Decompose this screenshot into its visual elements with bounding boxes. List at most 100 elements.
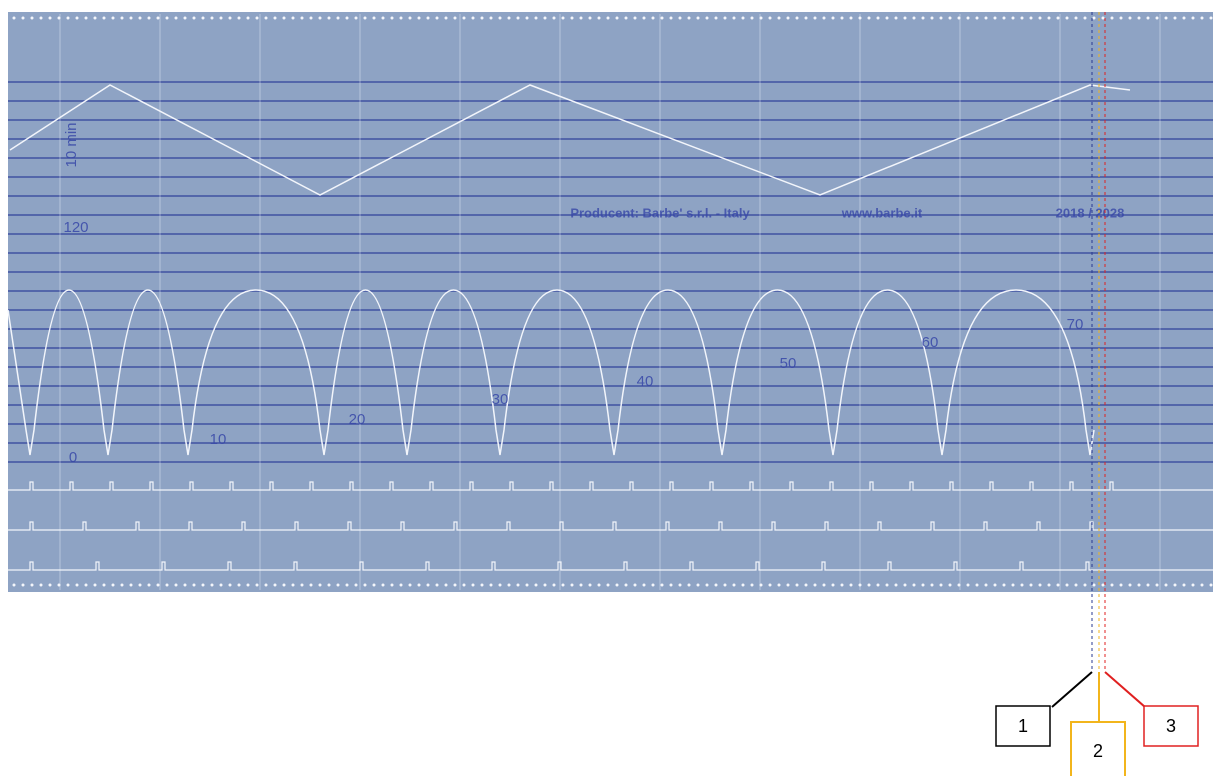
perforation bbox=[229, 17, 232, 20]
perforation bbox=[1039, 584, 1042, 587]
perforation bbox=[571, 584, 574, 587]
perforation bbox=[76, 584, 79, 587]
perforation bbox=[103, 584, 106, 587]
perforation bbox=[787, 17, 790, 20]
perforation bbox=[715, 584, 718, 587]
perforation bbox=[994, 17, 997, 20]
perforation bbox=[418, 17, 421, 20]
perforation bbox=[67, 17, 70, 20]
scale-zero: 0 bbox=[69, 449, 77, 466]
perforation bbox=[643, 584, 646, 587]
perforation bbox=[184, 17, 187, 20]
perforation bbox=[301, 17, 304, 20]
perforation bbox=[832, 17, 835, 20]
perforation bbox=[40, 584, 43, 587]
perforation bbox=[1003, 584, 1006, 587]
perforation bbox=[904, 17, 907, 20]
perforation bbox=[1210, 17, 1213, 20]
perforation bbox=[814, 584, 817, 587]
perforation bbox=[481, 17, 484, 20]
perforation bbox=[391, 17, 394, 20]
perforation bbox=[841, 17, 844, 20]
trace-mark: 60 bbox=[922, 334, 939, 351]
perforation bbox=[499, 584, 502, 587]
perforation bbox=[697, 584, 700, 587]
trace-mark: 10 bbox=[210, 431, 227, 448]
perforation bbox=[940, 17, 943, 20]
perforation bbox=[499, 17, 502, 20]
perforation bbox=[769, 17, 772, 20]
callout-label: 2 bbox=[1093, 741, 1103, 761]
perforation bbox=[373, 17, 376, 20]
connector-1 bbox=[1052, 672, 1092, 707]
perforation bbox=[616, 584, 619, 587]
perforation bbox=[247, 17, 250, 20]
producer: Producent: Barbe' s.r.l. - Italy bbox=[570, 205, 750, 220]
perforation bbox=[922, 584, 925, 587]
perforation bbox=[94, 17, 97, 20]
perforation bbox=[1174, 584, 1177, 587]
perforation bbox=[913, 17, 916, 20]
perforation bbox=[400, 584, 403, 587]
perforation bbox=[868, 584, 871, 587]
trace-mark: 70 bbox=[1067, 316, 1084, 333]
perforation bbox=[607, 17, 610, 20]
perforation bbox=[985, 17, 988, 20]
perforation bbox=[22, 584, 25, 587]
perforation bbox=[661, 584, 664, 587]
perforation bbox=[148, 17, 151, 20]
perforation bbox=[859, 17, 862, 20]
perforation bbox=[1165, 584, 1168, 587]
perforation bbox=[40, 17, 43, 20]
perforation bbox=[193, 17, 196, 20]
perforation bbox=[796, 584, 799, 587]
perforation bbox=[1156, 17, 1159, 20]
perforation bbox=[364, 584, 367, 587]
perforation bbox=[337, 584, 340, 587]
perforation bbox=[850, 584, 853, 587]
perforation bbox=[346, 584, 349, 587]
perforation bbox=[49, 584, 52, 587]
perforation bbox=[886, 584, 889, 587]
chart-paper bbox=[8, 12, 1213, 592]
perforation bbox=[553, 17, 556, 20]
perforation bbox=[382, 584, 385, 587]
perforation bbox=[967, 17, 970, 20]
perforation bbox=[679, 17, 682, 20]
perforation bbox=[337, 17, 340, 20]
perforation bbox=[1111, 17, 1114, 20]
callout-label: 1 bbox=[1018, 716, 1028, 736]
perforation bbox=[85, 584, 88, 587]
perforation bbox=[769, 584, 772, 587]
perforation bbox=[31, 584, 34, 587]
perforation bbox=[571, 17, 574, 20]
perforation bbox=[697, 17, 700, 20]
perforation bbox=[535, 17, 538, 20]
perforation bbox=[544, 17, 547, 20]
perforation bbox=[1165, 17, 1168, 20]
perforation bbox=[1138, 584, 1141, 587]
perforation bbox=[967, 584, 970, 587]
perforation bbox=[1183, 17, 1186, 20]
perforation bbox=[733, 584, 736, 587]
perforation bbox=[373, 584, 376, 587]
website: www.barbe.it bbox=[841, 205, 923, 220]
perforation bbox=[1129, 584, 1132, 587]
perforation bbox=[301, 584, 304, 587]
perforation bbox=[1138, 17, 1141, 20]
perforation bbox=[832, 584, 835, 587]
perforation bbox=[31, 17, 34, 20]
perforation bbox=[877, 584, 880, 587]
perforation bbox=[922, 17, 925, 20]
perforation bbox=[409, 584, 412, 587]
time-label: 10 min bbox=[63, 122, 80, 167]
perforation bbox=[319, 17, 322, 20]
perforation bbox=[211, 17, 214, 20]
perforation bbox=[724, 584, 727, 587]
perforation bbox=[544, 584, 547, 587]
perforation bbox=[346, 17, 349, 20]
perforation bbox=[625, 584, 628, 587]
perforation bbox=[256, 584, 259, 587]
perforation bbox=[58, 584, 61, 587]
perforation bbox=[742, 584, 745, 587]
